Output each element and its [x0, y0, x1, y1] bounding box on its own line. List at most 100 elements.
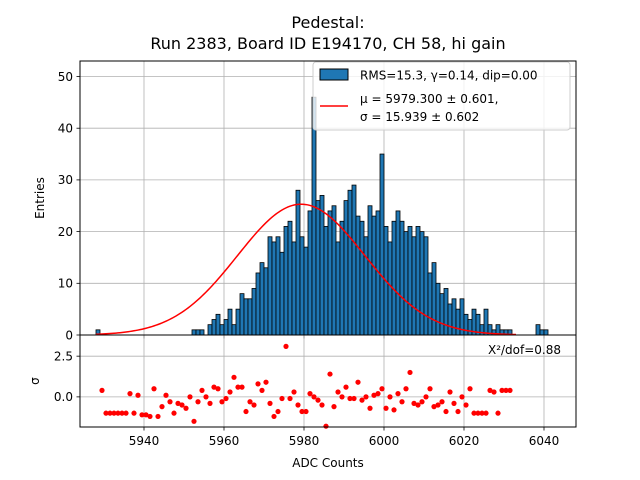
- histogram-bar: [431, 262, 437, 336]
- residual-point: [271, 413, 277, 420]
- residual-point: [291, 389, 297, 395]
- histogram-bar: [535, 324, 541, 336]
- residual-point: [327, 371, 333, 377]
- residual-point: [183, 405, 189, 411]
- residual-point: [243, 408, 249, 415]
- histogram-bar: [539, 329, 545, 336]
- residual-point: [215, 386, 221, 392]
- residual-point: [303, 408, 309, 415]
- histogram-bar: [419, 231, 425, 336]
- histogram-bar: [319, 195, 325, 336]
- histogram-bar: [403, 231, 409, 336]
- histogram-bar: [543, 329, 549, 336]
- top-y-tick-label: 0: [65, 328, 73, 342]
- residual-point: [475, 410, 481, 416]
- residual-point: [383, 405, 389, 411]
- histogram-bar: [215, 313, 221, 336]
- chart-title-line2: Run 2383, Board ID E194170, CH 58, hi ga…: [150, 34, 505, 53]
- residual-point: [143, 412, 149, 418]
- residual-point: [487, 387, 493, 393]
- histogram-bar: [451, 298, 457, 336]
- histogram-bar: [279, 251, 285, 336]
- histogram-bar: [211, 319, 217, 336]
- residual-point: [255, 381, 261, 387]
- residual-point: [415, 402, 421, 408]
- residual-point: [407, 369, 413, 376]
- histogram-bar: [363, 236, 369, 336]
- histogram-bar: [367, 205, 373, 336]
- histogram-bar: [235, 308, 241, 336]
- histogram-bar: [427, 272, 433, 336]
- histogram-bar: [351, 184, 357, 336]
- residual-point: [135, 392, 141, 398]
- top-y-tick-label: 40: [58, 122, 73, 136]
- top-y-tick-label: 20: [58, 225, 73, 239]
- histogram-bar: [271, 241, 277, 336]
- legend-fit-label-line1: μ = 5979.300 ± 0.601,: [360, 92, 498, 106]
- histogram-bar: [263, 267, 269, 336]
- residual-point: [507, 387, 513, 393]
- residual-point: [131, 410, 137, 416]
- histogram-bar: [287, 220, 293, 336]
- residual-point: [463, 402, 469, 408]
- y-axis-label-entries: Entries: [33, 177, 47, 219]
- histogram-bar: [315, 200, 321, 336]
- chart-title-line1: Pedestal:: [291, 13, 364, 32]
- residual-point: [403, 386, 409, 392]
- residual-point: [167, 399, 173, 405]
- residual-point: [199, 387, 205, 393]
- top-y-tick-label: 30: [58, 173, 73, 187]
- residual-point: [471, 410, 477, 416]
- top-y-tick-label: 10: [58, 277, 73, 291]
- histogram-bar: [391, 220, 397, 336]
- residual-point: [295, 402, 301, 408]
- histogram-bar: [387, 241, 393, 336]
- legend-fit-label-line2: σ = 15.939 ± 0.602: [360, 110, 479, 124]
- histogram-bar: [423, 236, 429, 336]
- residual-point: [107, 410, 113, 416]
- histogram-bar: [267, 236, 273, 336]
- residual-point: [483, 410, 489, 416]
- residual-point: [347, 395, 353, 402]
- histogram-bar: [275, 236, 281, 336]
- legend: RMS=15.3, γ=0.14, dip=0.00 μ = 5979.300 …: [312, 61, 571, 131]
- x-tick-label: 6000: [369, 434, 400, 448]
- residual-point: [279, 395, 285, 402]
- residual-point: [151, 386, 157, 392]
- residual-point: [191, 418, 197, 424]
- residual-point: [223, 395, 229, 402]
- residual-point: [367, 405, 373, 411]
- histogram-bar: [339, 220, 345, 336]
- residual-point: [211, 384, 217, 390]
- x-tick-label: 6040: [529, 434, 560, 448]
- residual-point: [459, 394, 465, 400]
- residual-point: [379, 386, 385, 392]
- residual-panel: 2.5 0.0 5940 5960 5980 6000 6020 6040: [54, 334, 577, 448]
- residual-point: [395, 391, 401, 397]
- legend-histogram-swatch: [319, 68, 349, 81]
- histogram-bar: [447, 303, 453, 336]
- histogram-bar: [395, 210, 401, 336]
- residual-point: [331, 404, 337, 410]
- histogram-bar: [483, 308, 489, 336]
- residual-point: [499, 387, 505, 393]
- residual-point: [219, 399, 225, 405]
- histogram-bar: [327, 210, 333, 336]
- histogram-bar: [219, 324, 225, 336]
- histogram-bar: [343, 200, 349, 336]
- histogram-bar: [199, 329, 205, 336]
- histogram-bar: [347, 189, 353, 336]
- x-tick-label: 6020: [449, 434, 480, 448]
- histogram-bar: [239, 293, 245, 336]
- residual-point: [299, 408, 305, 415]
- histogram-bar: [411, 236, 417, 336]
- histogram-bar: [299, 236, 305, 336]
- histogram-bar: [331, 205, 337, 336]
- legend-histogram-label: RMS=15.3, γ=0.14, dip=0.00: [360, 69, 538, 83]
- histogram-bar: [399, 220, 405, 336]
- residual-point: [203, 394, 209, 400]
- residual-point: [311, 394, 317, 400]
- bottom-axes-frame: [79, 334, 577, 428]
- residual-point: [287, 395, 293, 402]
- histogram-bar: [191, 329, 197, 336]
